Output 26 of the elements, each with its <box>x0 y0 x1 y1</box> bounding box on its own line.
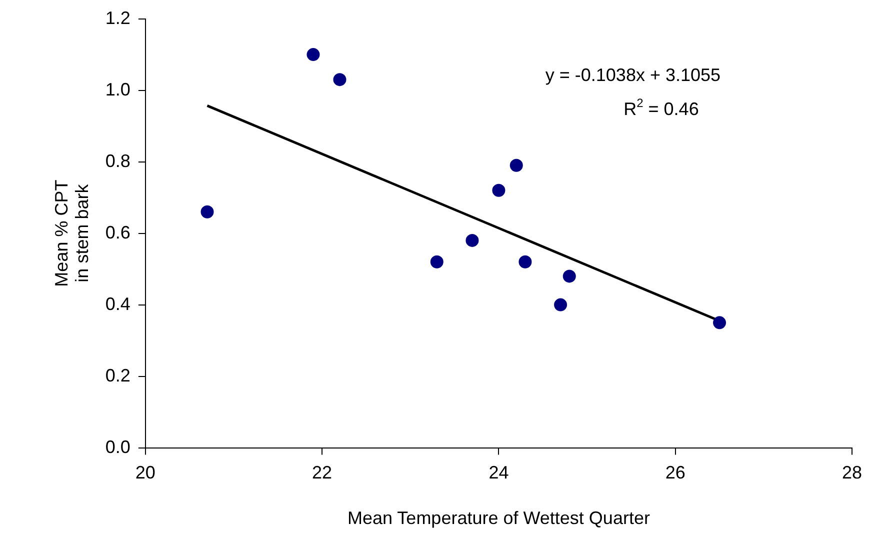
y-tick-label: 0.4 <box>105 294 130 314</box>
point <box>562 270 576 283</box>
point <box>200 205 214 218</box>
point <box>518 255 532 268</box>
point <box>492 184 506 197</box>
y-tick-label: 1.0 <box>105 79 130 100</box>
point <box>306 48 320 62</box>
x-tick-label: 24 <box>488 462 509 483</box>
point <box>430 255 444 268</box>
y-axis-title: Mean % CPT in stem bark <box>51 180 92 287</box>
y-tick-label: 1.2 <box>105 8 130 28</box>
x-tick-label: 22 <box>312 462 332 483</box>
point <box>713 316 726 330</box>
x-tick-label: 20 <box>135 462 156 483</box>
point <box>554 298 568 312</box>
x-axis-title: Mean Temperature of Wettest Quarter <box>347 508 650 528</box>
point <box>510 158 523 172</box>
point <box>466 234 479 247</box>
y-tick-label: 0.6 <box>105 222 130 242</box>
y-tick-label: 0.0 <box>105 436 130 457</box>
x-tick-label: 28 <box>842 462 862 483</box>
annotation: y = -0.1038x + 3.1055 <box>545 64 721 85</box>
y-tick-label: 0.2 <box>105 365 130 386</box>
y-tick-label: 0.8 <box>105 150 130 171</box>
x-tick-label: 26 <box>665 462 686 483</box>
point <box>333 73 346 86</box>
